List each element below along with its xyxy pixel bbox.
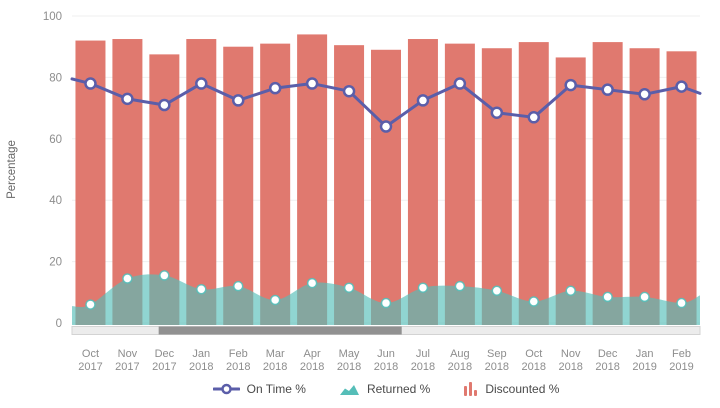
scrollbar-thumb[interactable] xyxy=(158,326,402,335)
x-label-nov-2017: Nov 2017 xyxy=(115,348,139,373)
x-label-dec-2018: Dec 2018 xyxy=(595,348,619,373)
returned-point-jan-2019[interactable] xyxy=(639,291,650,303)
returned-point-apr-2018[interactable] xyxy=(306,277,318,289)
bar-jul-2018[interactable] xyxy=(407,39,438,326)
returned-point-feb-2019[interactable] xyxy=(676,297,687,309)
bar-nov-2018[interactable] xyxy=(555,57,586,325)
chart-legend: On Time % Returned % Discounted % xyxy=(72,381,700,397)
returned-point-oct-2018[interactable] xyxy=(528,296,540,307)
x-label-jun-2018: Jun 2018 xyxy=(374,348,398,373)
y-tick-100: 100 xyxy=(43,11,62,23)
on-time-point-nov-2018[interactable] xyxy=(564,78,577,92)
legend-item-discounted[interactable]: Discounted % xyxy=(464,381,559,397)
bar-feb-2019[interactable] xyxy=(666,51,697,326)
returned-point-dec-2018[interactable] xyxy=(602,291,613,303)
x-label-nov-2018: Nov 2018 xyxy=(558,348,582,373)
bar-sep-2018[interactable] xyxy=(481,48,512,326)
x-label-jan-2019: Jan 2019 xyxy=(632,348,656,373)
legend-label-discounted: Discounted % xyxy=(485,382,560,396)
on-time-point-nov-2017[interactable] xyxy=(121,92,134,106)
on-time-line-series xyxy=(70,77,702,133)
on-time-legend-icon xyxy=(212,383,240,395)
on-time-point-feb-2018[interactable] xyxy=(231,94,245,107)
x-label-may-2018: May 2018 xyxy=(337,348,361,373)
returned-legend-icon xyxy=(339,385,359,395)
on-time-point-mar-2018[interactable] xyxy=(268,81,282,95)
returned-point-may-2018[interactable] xyxy=(343,282,355,293)
y-axis-tick-labels: 0 20 40 60 80 100 xyxy=(43,11,62,330)
x-label-dec-2017: Dec 2017 xyxy=(152,348,176,373)
x-label-feb-2018: Feb 2018 xyxy=(226,348,250,373)
x-label-jan-2018: Jan 2018 xyxy=(189,348,213,373)
bar-jun-2018[interactable] xyxy=(371,49,401,326)
returned-point-nov-2018[interactable] xyxy=(565,285,576,297)
returned-point-sep-2018[interactable] xyxy=(491,285,503,297)
returned-point-nov-2017[interactable] xyxy=(122,273,133,284)
returned-point-jun-2018[interactable] xyxy=(380,297,392,309)
returned-point-aug-2018[interactable] xyxy=(454,280,466,292)
on-time-point-may-2018[interactable] xyxy=(342,84,356,98)
bar-oct-2018[interactable] xyxy=(518,42,549,325)
returned-area-series xyxy=(72,270,700,325)
on-time-point-jan-2019[interactable] xyxy=(638,88,651,101)
on-time-point-oct-2017[interactable] xyxy=(84,77,97,90)
x-label-feb-2019: Feb 2019 xyxy=(669,348,693,373)
on-time-point-aug-2018[interactable] xyxy=(453,77,467,90)
legend-label-on-time: On Time % xyxy=(246,382,306,396)
on-time-point-jun-2018[interactable] xyxy=(379,120,393,133)
on-time-point-dec-2018[interactable] xyxy=(601,83,614,96)
x-label-oct-2017: Oct 2017 xyxy=(78,348,102,373)
on-time-point-oct-2018[interactable] xyxy=(527,111,541,124)
y-tick-0: 0 xyxy=(56,318,62,330)
on-time-point-feb-2019[interactable] xyxy=(675,80,688,93)
on-time-point-apr-2018[interactable] xyxy=(305,77,319,90)
returned-point-oct-2017[interactable] xyxy=(85,299,96,310)
returned-area-fill[interactable] xyxy=(72,274,700,325)
y-axis-title: Percentage xyxy=(6,140,18,199)
x-label-aug-2018: Aug 2018 xyxy=(448,348,472,373)
x-label-sep-2018: Sep 2018 xyxy=(485,348,509,373)
on-time-point-jan-2018[interactable] xyxy=(195,77,208,90)
chart-canvas: 0 20 40 60 80 100 Percentage Oct 2017 Nov 2017 Dec 2… xyxy=(6,11,702,373)
returned-point-feb-2018[interactable] xyxy=(232,280,244,292)
returned-point-dec-2017[interactable] xyxy=(159,270,170,281)
y-tick-60: 60 xyxy=(49,134,62,146)
x-axis-labels: Oct 2017 Nov 2017 Dec 2017 Jan 2018 Feb 2018 Mar 20… xyxy=(78,348,694,373)
on-time-point-jul-2018[interactable] xyxy=(416,94,430,107)
on-time-point-sep-2018[interactable] xyxy=(490,106,504,119)
legend-label-returned: Returned % xyxy=(366,382,431,396)
legend-item-returned[interactable]: Returned % xyxy=(339,381,431,397)
x-label-apr-2018: Apr 2018 xyxy=(300,348,324,373)
bar-feb-2018[interactable] xyxy=(223,46,254,325)
returned-point-jan-2018[interactable] xyxy=(196,283,207,295)
discounted-legend-icon xyxy=(464,382,478,396)
legend-item-on-time[interactable]: On Time % xyxy=(212,381,306,397)
returned-point-jul-2018[interactable] xyxy=(417,282,429,293)
y-tick-80: 80 xyxy=(49,72,62,84)
x-label-jul-2018: Jul 2018 xyxy=(411,348,435,373)
returned-point-mar-2018[interactable] xyxy=(269,294,281,306)
on-time-point-dec-2017[interactable] xyxy=(158,98,171,112)
x-label-oct-2018: Oct 2018 xyxy=(522,348,546,373)
y-tick-20: 20 xyxy=(49,257,62,269)
y-tick-40: 40 xyxy=(49,195,62,207)
x-label-mar-2018: Mar 2018 xyxy=(263,348,287,373)
